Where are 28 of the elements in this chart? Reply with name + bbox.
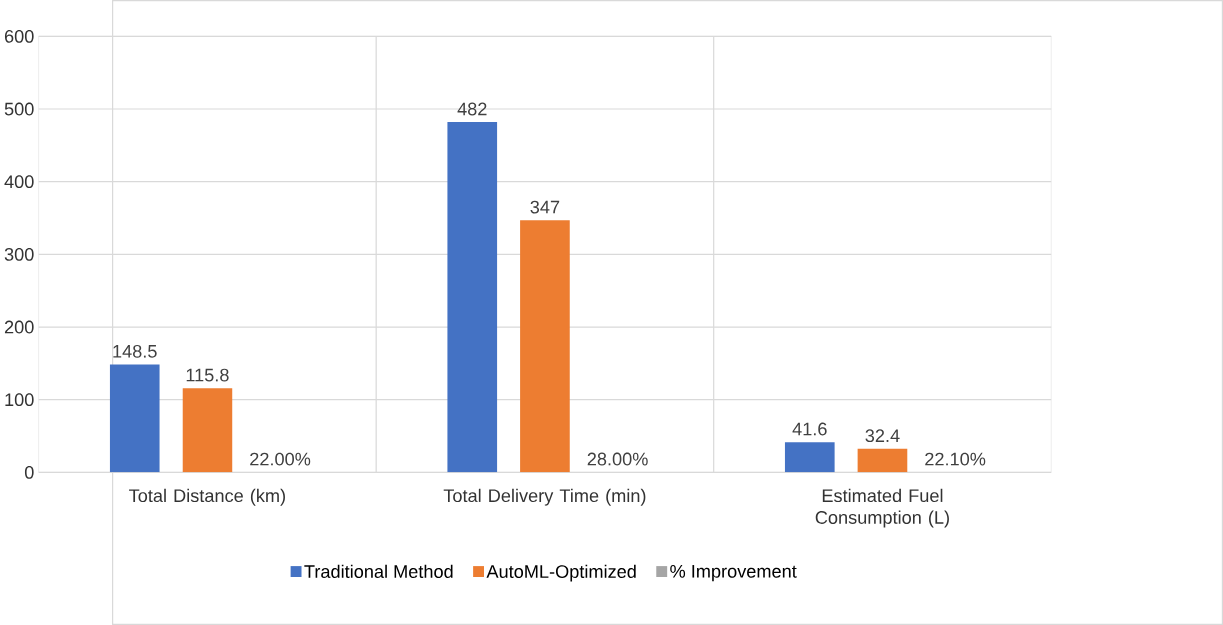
x-tick-label: Total Distance (km) [129, 488, 285, 506]
data-label: 347 [530, 200, 560, 214]
y-tick-label: 200 [4, 320, 34, 334]
data-label: 148.5 [113, 344, 157, 358]
bar [784, 442, 835, 473]
x-tick-label: Total Delivery Time (min) [443, 488, 646, 506]
y-tick-label: 400 [4, 175, 34, 189]
data-label: 28.00% [587, 452, 648, 466]
bar [182, 388, 233, 473]
legend-label: Traditional Method [304, 564, 453, 578]
legend-label: % Improvement [670, 564, 797, 582]
y-tick-label: 600 [4, 29, 34, 43]
bar [520, 220, 570, 473]
y-tick-label: 300 [4, 247, 34, 261]
data-label: 41.6 [792, 422, 827, 436]
bar [447, 122, 498, 473]
data-label: 22.00% [250, 452, 311, 466]
data-label: 22.10% [925, 452, 986, 466]
data-label: 32.4 [865, 429, 900, 443]
bar [109, 364, 160, 473]
data-label: 482 [457, 102, 487, 116]
data-label: 115.8 [186, 368, 229, 382]
legend-label: AutoML-Optimized [486, 564, 636, 582]
bar [857, 448, 908, 473]
y-tick-label: 0 [24, 465, 34, 479]
y-tick-label: 500 [4, 102, 34, 116]
y-tick-label: 100 [5, 393, 34, 407]
x-tick-label: Estimated Fuel Consumption (L) [815, 488, 949, 528]
